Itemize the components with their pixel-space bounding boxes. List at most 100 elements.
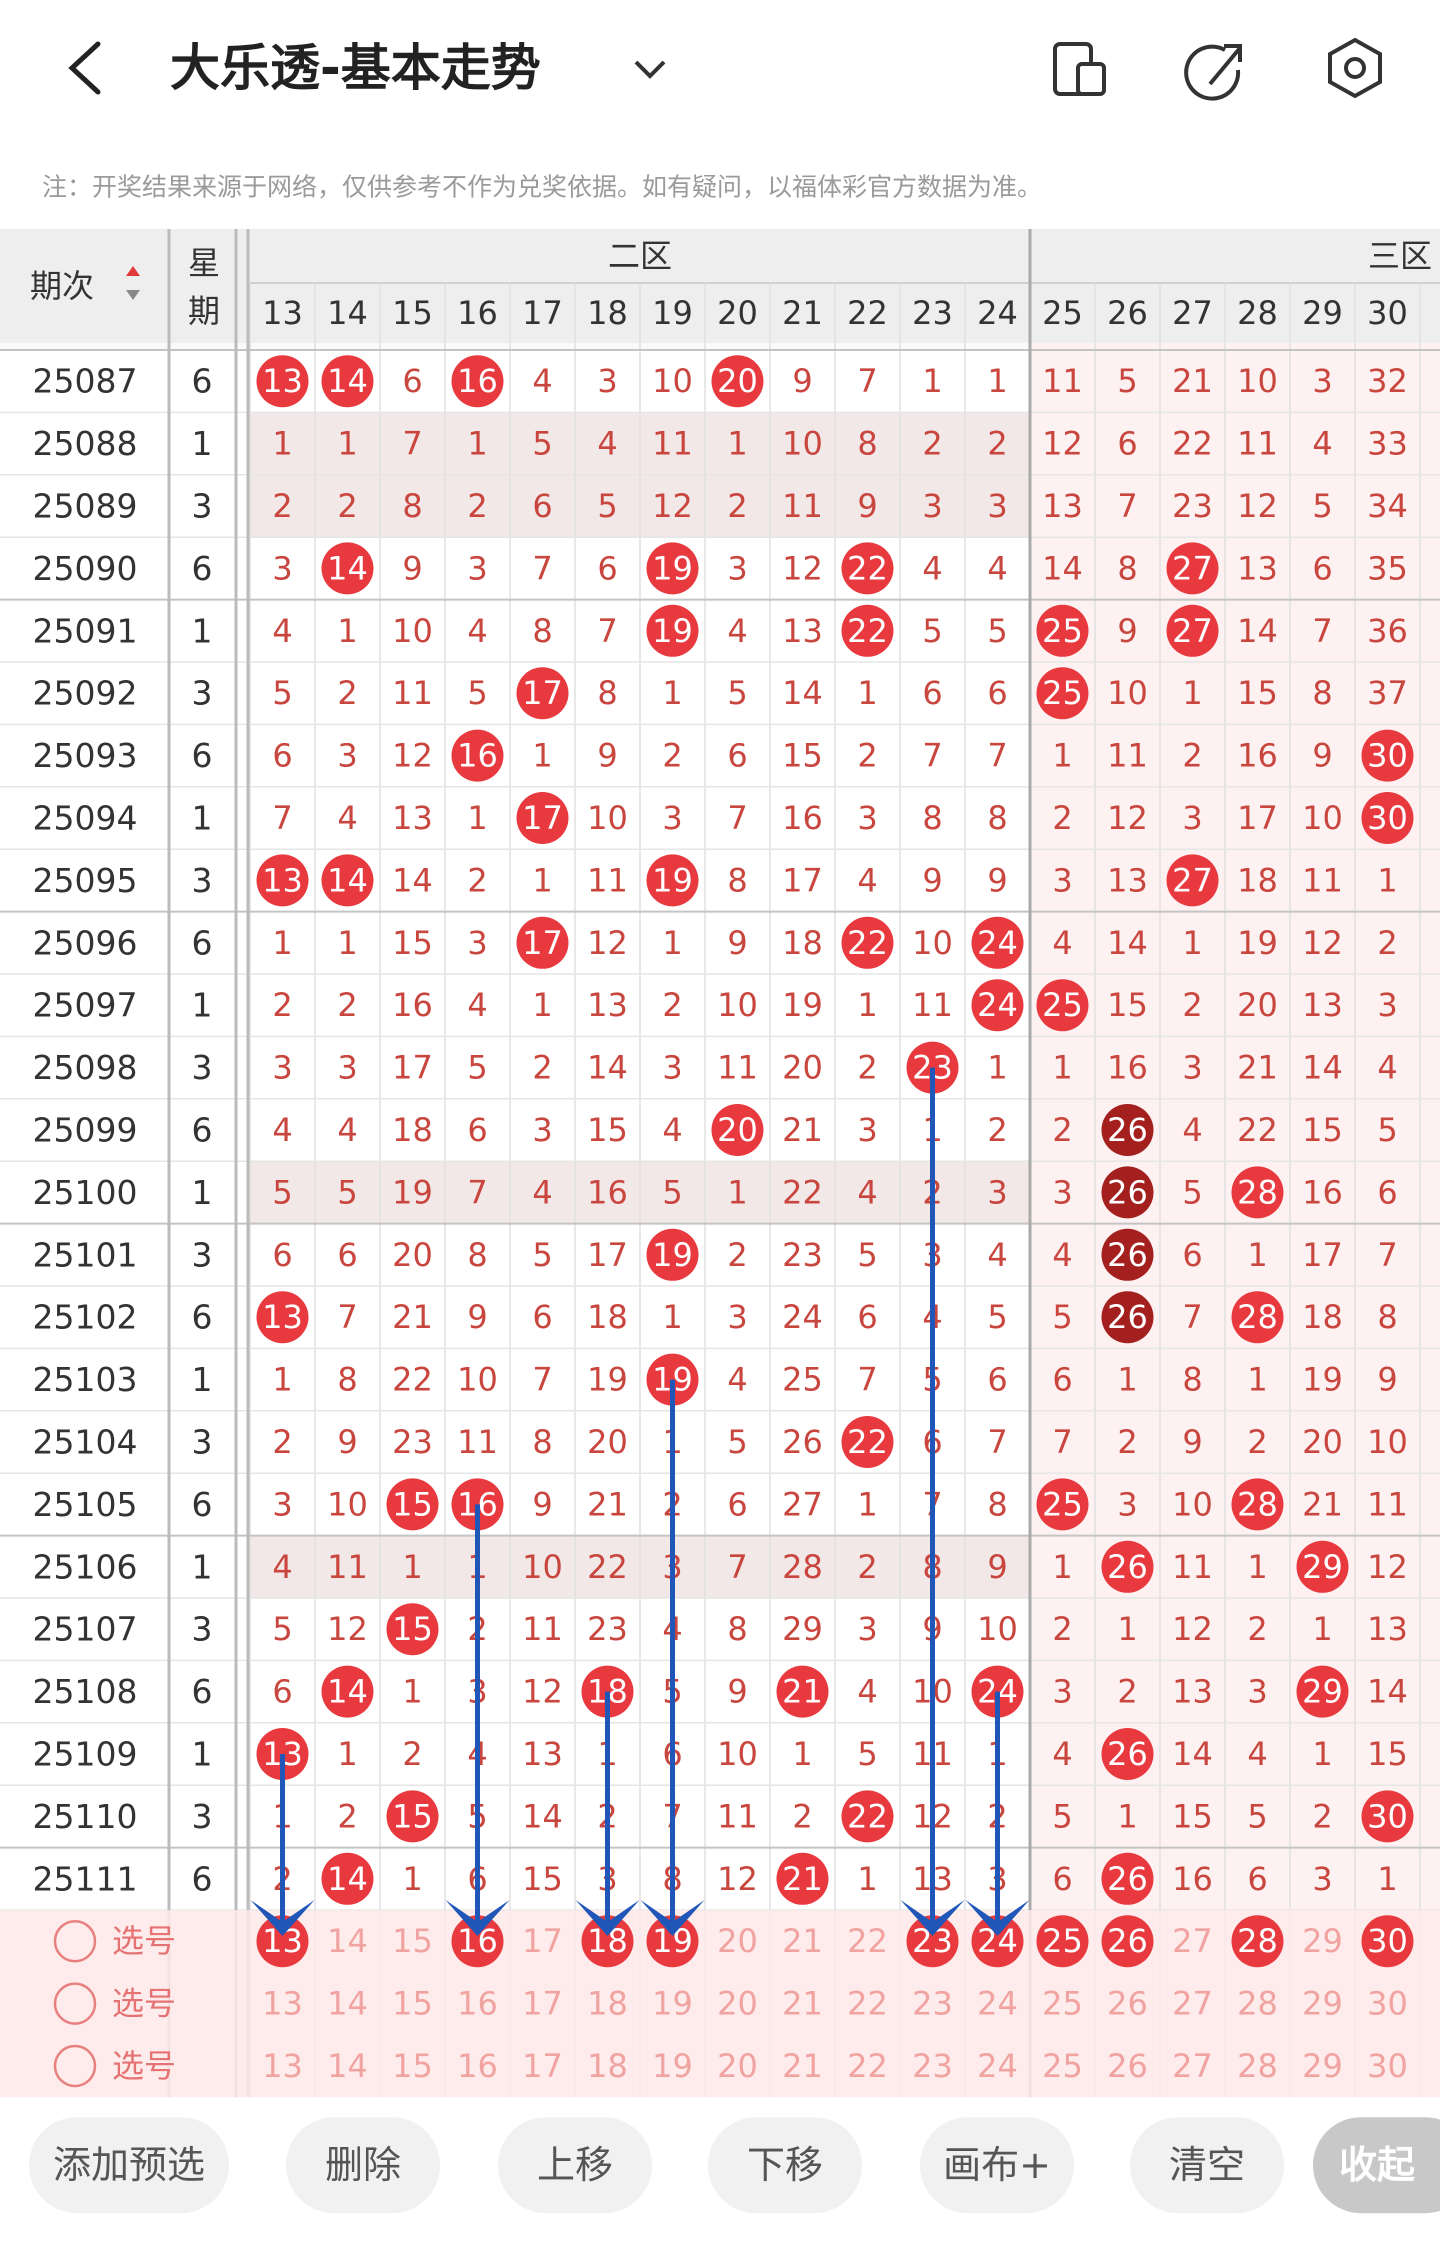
picked-ball[interactable] [1361,1915,1414,1968]
miss-count: 8 [922,799,942,837]
picker-number[interactable]: 26 [1107,2047,1148,2085]
picker-number[interactable]: 16 [457,1985,498,2023]
picker-number[interactable]: 29 [1302,1985,1343,2023]
toolbar-button[interactable] [29,2117,229,2214]
miss-count: 2 [1247,1610,1267,1648]
title-dropdown[interactable] [634,60,666,79]
settings-icon[interactable] [1328,37,1382,99]
picked-ball[interactable] [581,1915,634,1968]
picked-ball[interactable] [646,1915,699,1968]
picker-number[interactable]: 27 [1172,2047,1213,2085]
miss-count: 12 [1042,425,1083,463]
picker-number[interactable]: 13 [262,2047,303,2085]
picker-number[interactable]: 26 [1107,1985,1148,2023]
picker-number[interactable]: 22 [847,2047,888,2085]
picker-number[interactable]: 23 [912,2047,953,2085]
button-label[interactable]: 删除 [325,2143,401,2187]
picker-number[interactable]: 22 [847,1985,888,2023]
picker-number[interactable]: 13 [262,1985,303,2023]
picker-number[interactable]: 16 [457,2047,498,2085]
device-icon[interactable] [1053,42,1106,96]
picker-number[interactable]: 26 [1107,1922,1148,1960]
picker-number[interactable]: 30 [1367,2047,1408,2085]
hit-ball [1231,1166,1284,1219]
toolbar-button[interactable] [1130,2117,1284,2214]
picked-ball[interactable] [1231,1915,1284,1968]
picker-number[interactable]: 21 [782,1922,823,1960]
picked-ball[interactable] [1101,1915,1154,1968]
miss-count: 19 [1237,924,1278,962]
picker-number[interactable]: 25 [1042,1922,1083,1960]
picker-number[interactable]: 27 [1172,1985,1213,2023]
picker-number[interactable]: 17 [522,2047,563,2085]
picker-radio[interactable] [53,1982,97,2025]
weekday: 3 [192,1423,213,1462]
miss-count: 1 [467,799,487,837]
picker-number[interactable]: 20 [717,1922,758,1960]
button-label[interactable]: 下移 [747,2143,823,2187]
picker-number[interactable]: 18 [587,2047,628,2085]
picker-number[interactable]: 25 [1042,1985,1083,2023]
picked-ball[interactable] [971,1915,1024,1968]
hit-ball [1036,604,1089,657]
miss-count: 18 [587,1298,628,1336]
picked-ball[interactable] [906,1915,959,1968]
miss-count: 2 [1052,1610,1072,1648]
picker-number[interactable]: 14 [327,2047,368,2085]
hit-ball [321,1665,374,1718]
issue-number: 25107 [33,1610,138,1649]
miss-count: 12 [1367,1548,1408,1586]
picker-radio[interactable] [53,1919,97,1963]
picker-number[interactable]: 29 [1302,1922,1343,1960]
picked-ball[interactable] [256,1915,309,1968]
back-button[interactable] [68,41,101,95]
picker-number[interactable]: 17 [522,1985,563,2023]
picker-number[interactable]: 20 [717,1985,758,2023]
picked-ball[interactable] [451,1915,504,1968]
picker-number[interactable]: 21 [782,1985,823,2023]
button-label[interactable]: 清空 [1169,2143,1245,2187]
picker-number[interactable]: 19 [652,1985,693,2023]
picker-number[interactable]: 18 [587,1985,628,2023]
toolbar-button[interactable] [498,2117,652,2214]
picker-number[interactable]: 29 [1302,2047,1343,2085]
picker-number[interactable]: 15 [392,2047,433,2085]
hit-number: 20 [717,1111,758,1149]
picked-ball[interactable] [1036,1915,1089,1968]
picker-number[interactable]: 14 [327,1922,368,1960]
picker-number[interactable]: 17 [522,1922,563,1960]
hit-ball [1231,1291,1284,1344]
toolbar-button[interactable] [920,2117,1074,2214]
picker-number[interactable]: 15 [392,1922,433,1960]
button-label[interactable]: 画布+ [943,2143,1051,2187]
miss-count: 6 [402,362,422,400]
picker-number[interactable]: 28 [1237,2047,1278,2085]
picker-number[interactable]: 19 [652,2047,693,2085]
picker-number[interactable]: 24 [977,1985,1018,2023]
share-icon[interactable] [1184,44,1242,101]
trend-arrows [250,1067,1030,1936]
picker-number[interactable]: 15 [392,1985,433,2023]
picker-number[interactable]: 14 [327,1985,368,2023]
toolbar-button[interactable] [1313,2117,1440,2214]
picker-number[interactable]: 24 [977,2047,1018,2085]
picker-number[interactable]: 28 [1237,1985,1278,2023]
miss-count: 4 [1247,1735,1267,1773]
picker-number[interactable]: 30 [1367,1922,1408,1960]
miss-count: 5 [1377,1111,1397,1149]
picker-number[interactable]: 21 [782,2047,823,2085]
picker-number[interactable]: 22 [847,1922,888,1960]
picker-number[interactable]: 27 [1172,1922,1213,1960]
miss-count: 5 [857,1735,877,1773]
toolbar-button[interactable] [286,2117,440,2214]
toolbar-button[interactable] [708,2117,862,2214]
button-label[interactable]: 上移 [537,2143,613,2187]
button-label[interactable]: 收起 [1339,2143,1416,2187]
picker-radio[interactable] [53,2044,97,2088]
picker-number[interactable]: 25 [1042,2047,1083,2085]
picker-number[interactable]: 30 [1367,1985,1408,2023]
picker-number[interactable]: 20 [717,2047,758,2085]
picker-number[interactable]: 23 [912,1985,953,2023]
button-label[interactable]: 添加预选 [53,2143,205,2187]
picker-number[interactable]: 28 [1237,1922,1278,1960]
